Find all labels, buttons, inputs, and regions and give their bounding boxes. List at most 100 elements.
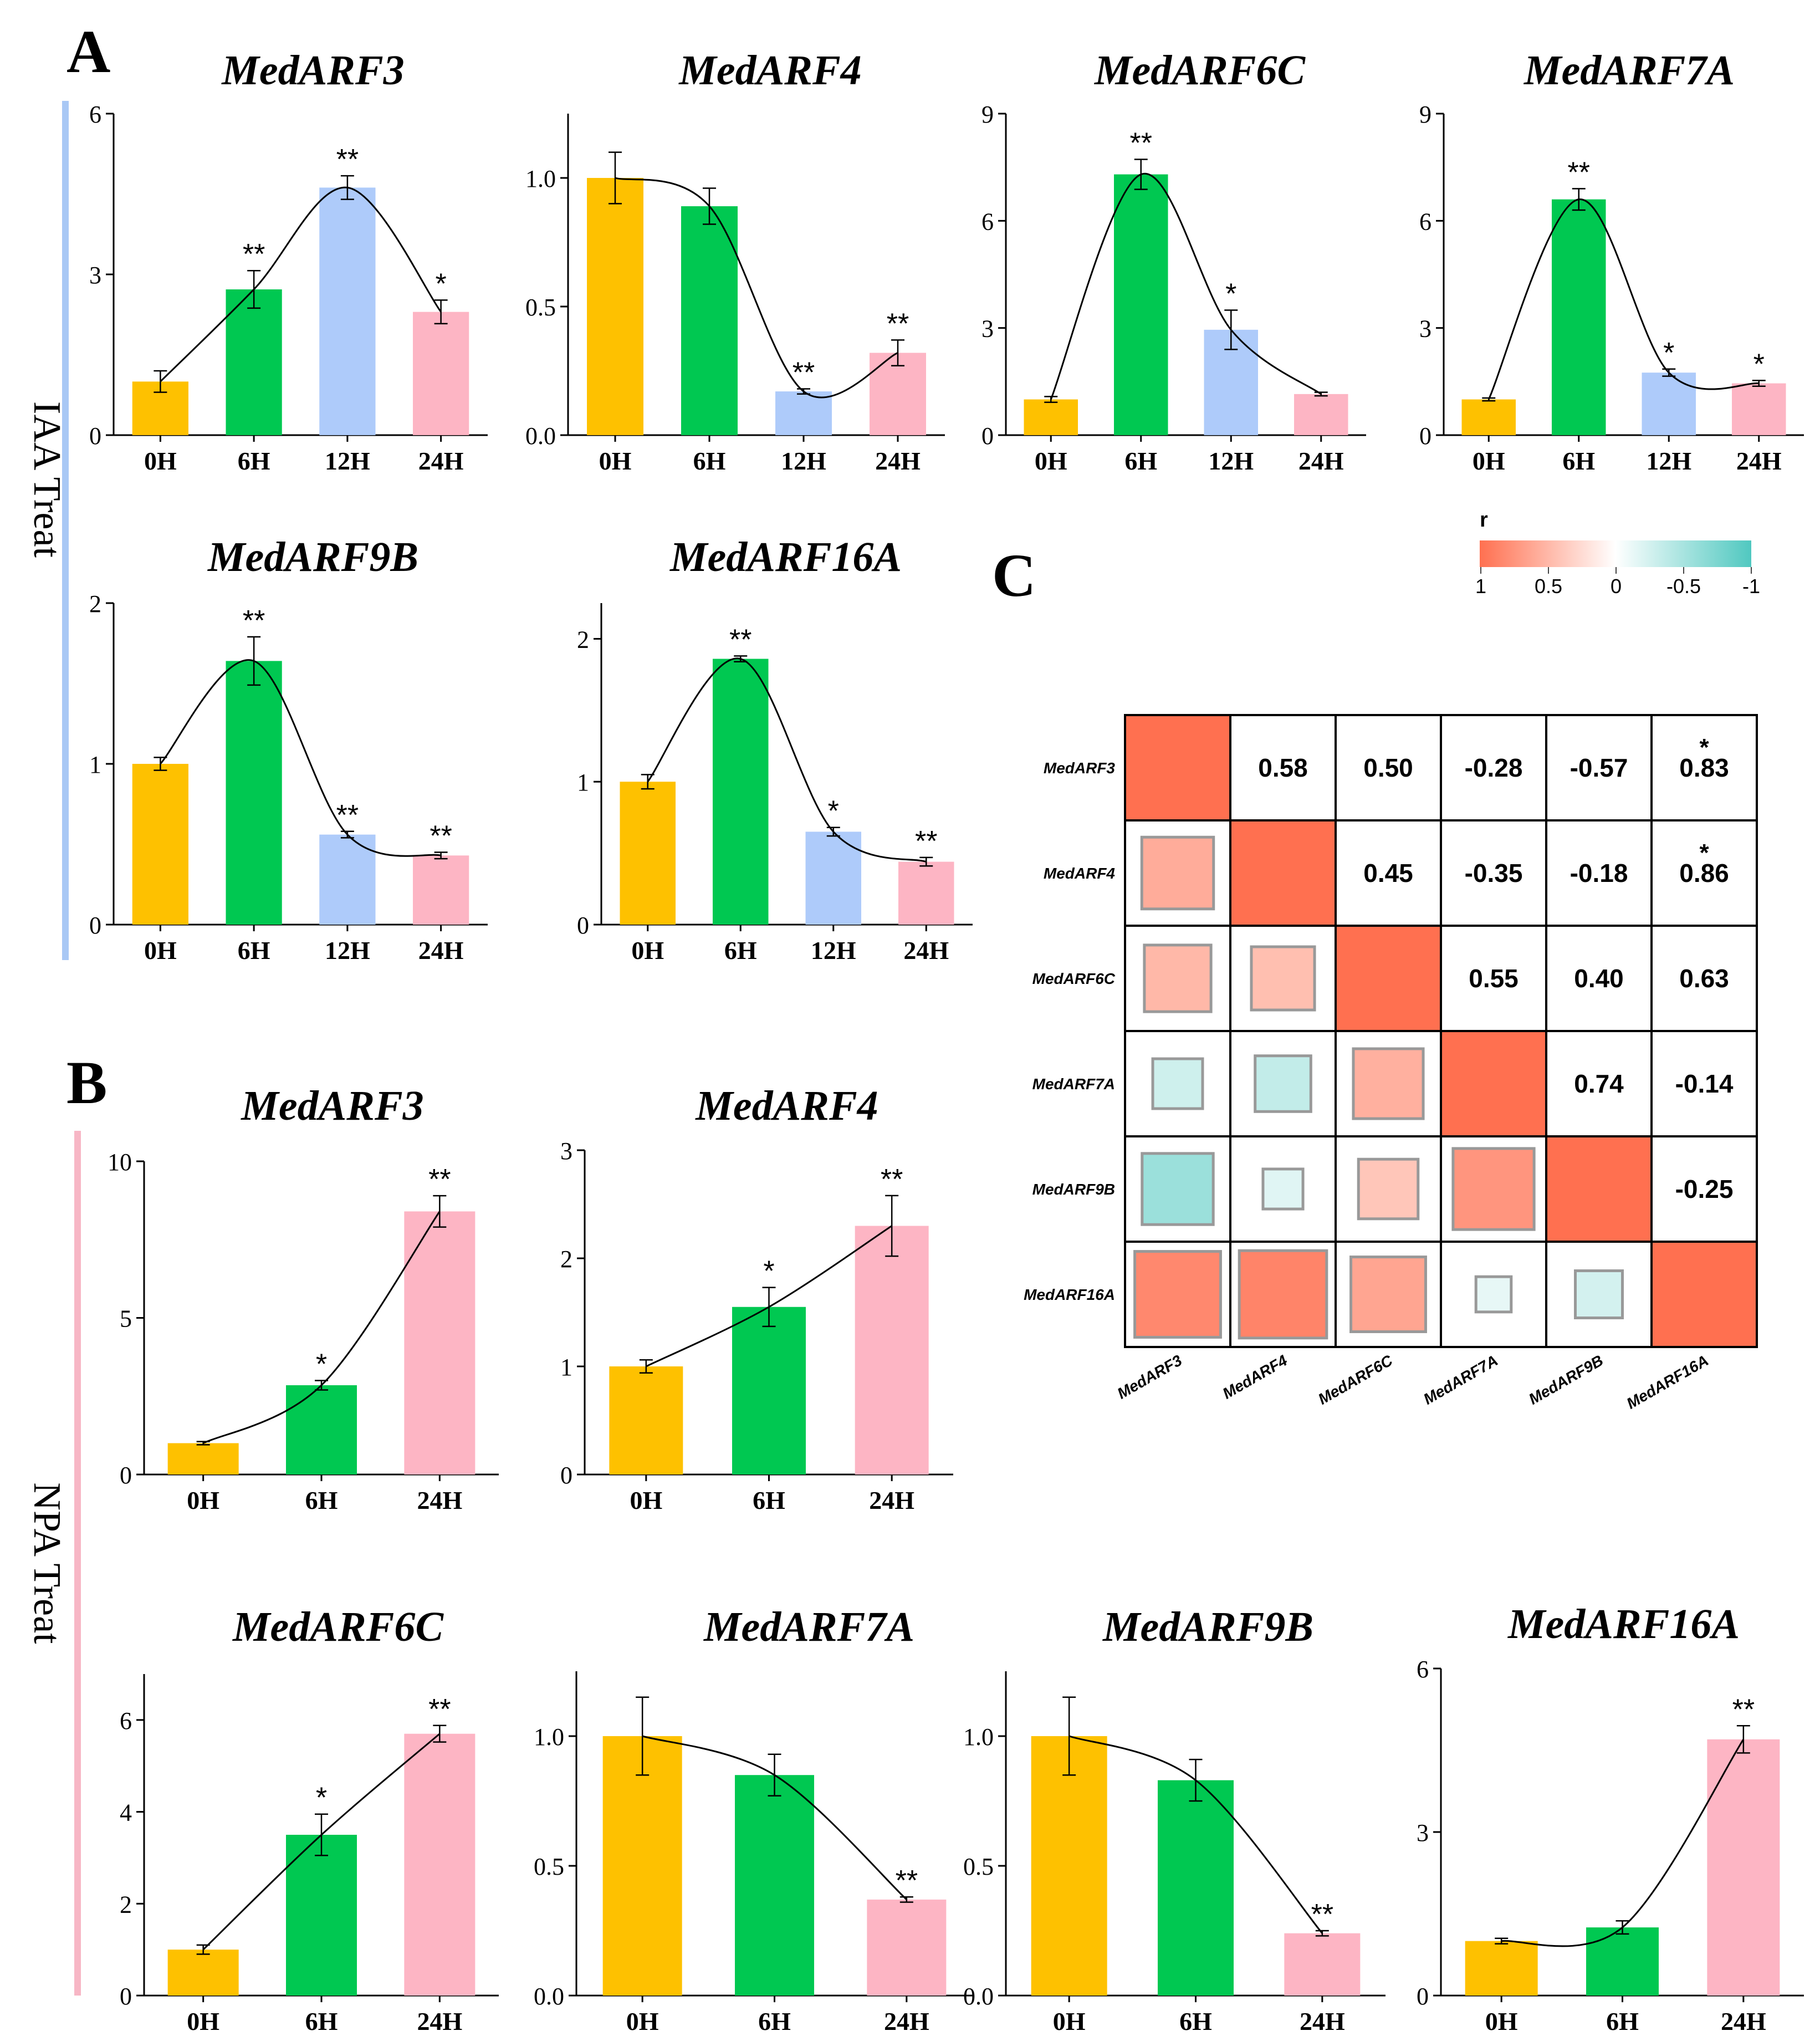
heatmap-cell-border: [1650, 1135, 1758, 1243]
iaa-medarf9b-xtick-label-6h: 6H: [238, 936, 270, 965]
heatmap-corr-square: [1574, 1269, 1624, 1319]
iaa-medarf16a-ytick-label: 0: [577, 912, 589, 939]
iaa-medarf9b-significance: **: [430, 820, 452, 853]
npa-medarf4-title: MedARF4: [695, 1083, 878, 1129]
npa-medarf16a-bar-0h: [1465, 1941, 1538, 1996]
npa-medarf4-bar-0h: [609, 1366, 683, 1474]
iaa-medarf4-ytick-label: 1.0: [525, 165, 556, 192]
npa-medarf3-bar-6h: [286, 1385, 357, 1474]
heatmap-cell-border: [1335, 819, 1442, 927]
npa-medarf7a-bar-0h: [602, 1736, 682, 1996]
iaa-medarf7a-significance: *: [1663, 337, 1674, 369]
npa-medarf7a-ytick-label: 0.0: [534, 1983, 564, 2010]
npa-medarf3-title: MedARF3: [241, 1083, 423, 1129]
legend-tick-label: 0: [1611, 575, 1622, 598]
npa-medarf9b-bar-24h: [1284, 1933, 1361, 1996]
npa-medarf7a-xtick-label-6h: 6H: [758, 2007, 791, 2035]
heatmap-row-label-2: MedARF6C: [1032, 970, 1116, 987]
npa-medarf9b-ytick-label: 1.0: [963, 1723, 994, 1751]
npa-medarf6c-ytick-label: 0: [120, 1983, 132, 2010]
heatmap-significance: *: [1699, 734, 1709, 761]
npa-medarf16a-bar-24h: [1707, 1739, 1780, 1996]
npa-medarf3-significance: **: [428, 1164, 451, 1196]
heatmap-row-label-5: MedARF16A: [1024, 1286, 1115, 1303]
npa-medarf9b-xtick-label-0h: 0H: [1053, 2007, 1086, 2035]
iaa-medarf3-ytick-label: 0: [89, 422, 101, 450]
heatmap-corr-square: [1357, 1157, 1420, 1221]
npa-medarf4-chart: MedARF4 0 1 2 3 0H 6H * 24H **: [560, 1083, 953, 1514]
npa-medarf6c-xtick-label-0h: 0H: [187, 2007, 219, 2035]
iaa-medarf7a-ytick-label: 6: [1419, 208, 1432, 235]
iaa-medarf7a-trend-line: [1487, 198, 1759, 400]
heatmap-cell-0-3: -0.28: [1440, 714, 1547, 821]
heatmap-cell-4-1: [1229, 1135, 1337, 1243]
npa-medarf3-xtick-label-0h: 0H: [187, 1486, 219, 1514]
npa-medarf9b-xtick-label-6h: 6H: [1179, 2007, 1212, 2035]
legend-tick-label: 1: [1475, 575, 1486, 598]
heatmap-cell-0-5: 0.83*: [1650, 714, 1758, 821]
npa-medarf7a-ytick-label: 1.0: [534, 1723, 564, 1751]
heatmap-cell-border: [1335, 714, 1442, 821]
iaa-medarf3-bar-12h: [319, 187, 376, 435]
iaa-medarf7a-xtick-label-0h: 0H: [1473, 447, 1505, 475]
iaa-medarf6c-xtick-label-0h: 0H: [1035, 447, 1067, 475]
legend-tick-label: 0.5: [1535, 575, 1562, 598]
npa-medarf6c-ytick-label: 2: [120, 1891, 132, 1918]
iaa-medarf16a-xtick-label-0h: 0H: [631, 936, 664, 965]
heatmap-diagonal-square: [1547, 1137, 1650, 1241]
npa-medarf4-xtick-label-0h: 0H: [630, 1486, 662, 1514]
heatmap-cell-4-4: [1545, 1135, 1653, 1243]
iaa-medarf9b-ytick-label: 2: [89, 590, 101, 618]
npa-medarf4-significance: **: [881, 1164, 903, 1196]
iaa-medarf3-significance: **: [243, 238, 265, 271]
heatmap-cell-5-4: [1545, 1241, 1653, 1348]
iaa-medarf9b-xtick-label-0h: 0H: [144, 936, 177, 965]
iaa-medarf3-ytick-label: 3: [89, 262, 101, 289]
npa-medarf7a-title: MedARF7A: [703, 1604, 914, 1650]
heatmap-diagonal-square: [1653, 1243, 1756, 1346]
heatmap-row-label-0: MedARF3: [1044, 759, 1116, 777]
iaa-medarf4-bar-0h: [587, 178, 643, 435]
heatmap-corr-value: 0.50: [1363, 753, 1413, 782]
iaa-medarf3-xtick-label-24h: 24H: [418, 447, 464, 475]
heatmap-corr-square: [1261, 1167, 1305, 1211]
heatmap-cell-0-4: -0.57: [1545, 714, 1653, 821]
iaa-medarf9b-significance: **: [243, 605, 265, 637]
iaa-medarf6c-xtick-label-12h: 12H: [1208, 447, 1254, 475]
iaa-medarf3-xtick-label-6h: 6H: [238, 447, 270, 475]
iaa-medarf7a-title: MedARF7A: [1524, 47, 1735, 94]
iaa-medarf9b-ytick-label: 0: [89, 912, 101, 939]
npa-medarf4-significance: *: [763, 1256, 774, 1288]
heatmap-significance: *: [1699, 839, 1709, 866]
iaa-medarf16a-significance: *: [828, 795, 839, 828]
heatmap-corr-square: [1352, 1047, 1425, 1120]
iaa-medarf16a-trend-line: [647, 657, 927, 863]
npa-side-label: NPA Treat: [25, 1482, 68, 1644]
heatmap-corr-value: -0.28: [1465, 753, 1523, 782]
heatmap-corr-value: 0.86: [1679, 859, 1729, 887]
heatmap-diagonal-square: [1231, 821, 1335, 925]
iaa-medarf4-bar-12h: [775, 391, 832, 435]
iaa-medarf7a-bar-0h: [1461, 399, 1516, 435]
heatmap-corr-value: 0.83: [1679, 753, 1729, 782]
heatmap-row-label-4: MedARF9B: [1032, 1181, 1115, 1198]
npa-medarf9b-bar-0h: [1031, 1736, 1107, 1996]
heatmap-corr-square: [1143, 943, 1213, 1013]
heatmap-corr-value: 0.45: [1363, 859, 1413, 887]
heatmap-row-label-1: MedARF4: [1044, 865, 1116, 882]
heatmap-cell-1-4: -0.18: [1545, 819, 1653, 927]
heatmap-cell-3-2: [1335, 1030, 1442, 1137]
npa-medarf6c-ytick-label: 4: [120, 1799, 132, 1826]
panel-label-c: C: [992, 542, 1036, 609]
heatmap-cell-5-5: [1650, 1241, 1758, 1348]
iaa-medarf3-trend-line: [160, 186, 442, 382]
iaa-medarf9b-trend-line: [160, 659, 441, 857]
heatmap-cell-1-3: -0.35: [1440, 819, 1547, 927]
heatmap-corr-square: [1140, 835, 1215, 911]
heatmap-cell-2-3: 0.55: [1440, 925, 1547, 1032]
npa-medarf6c-title: MedARF6C: [232, 1604, 444, 1650]
legend-tick-label: -0.5: [1666, 575, 1701, 598]
npa-medarf16a-title: MedARF16A: [1507, 1601, 1740, 1647]
iaa-medarf3-ytick-label: 6: [89, 101, 101, 128]
